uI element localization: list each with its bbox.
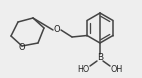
Text: O: O (54, 26, 60, 34)
Text: HO: HO (77, 66, 89, 74)
Text: B: B (97, 54, 103, 62)
Text: OH: OH (111, 66, 123, 74)
Text: O: O (19, 43, 25, 51)
